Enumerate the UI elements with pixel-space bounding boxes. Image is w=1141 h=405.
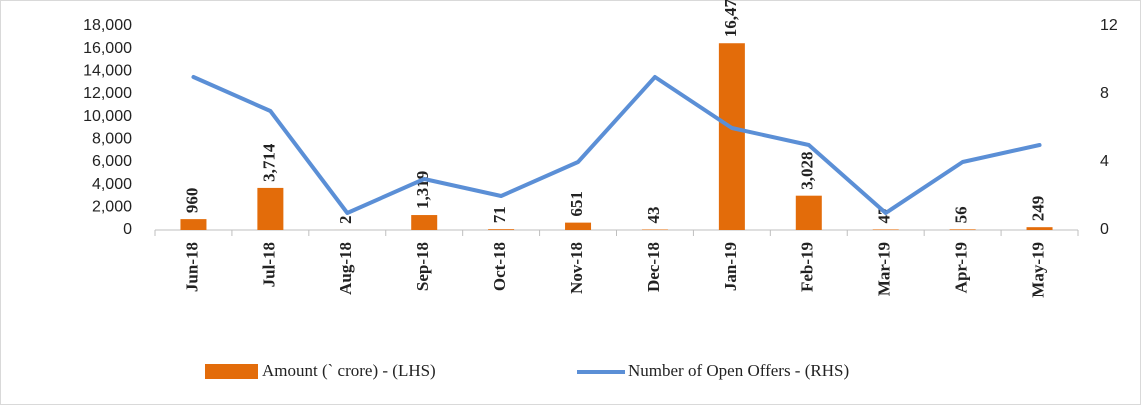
x-tick-label: Jul-18: [259, 242, 278, 287]
y-tick-label: 2,000: [92, 199, 132, 216]
data-label: 2: [336, 215, 355, 224]
x-tick-label: Feb-19: [798, 242, 817, 292]
x-tick-label: Nov-18: [567, 242, 586, 294]
data-label: 3,714: [259, 143, 278, 182]
x-tick-label: Jun-18: [182, 242, 201, 292]
line: [191, 75, 1042, 215]
data-label: 651: [567, 191, 586, 217]
bar: [488, 229, 515, 230]
x-tick-label: Oct-18: [490, 242, 509, 291]
x-tick-label: Apr-19: [952, 242, 971, 293]
data-label: 3,028: [798, 151, 817, 189]
x-tick-label: Mar-19: [875, 242, 894, 296]
y-tick-label: 18,000: [83, 17, 132, 34]
data-label: 43: [644, 207, 663, 224]
x-tick-label: Aug-18: [336, 242, 355, 295]
bar: [411, 215, 438, 230]
y-tick-label: 12,000: [83, 85, 132, 102]
bar: [180, 219, 207, 230]
legend-label: Number of Open Offers - (RHS): [628, 361, 849, 380]
y2-tick-label: 0: [1100, 221, 1109, 238]
y-tick-label: 16,000: [83, 40, 132, 57]
x-tick-label: May-19: [1028, 242, 1047, 298]
bar: [565, 222, 592, 230]
y-tick-label: 4,000: [92, 176, 132, 193]
bar: [718, 43, 745, 230]
y-tick-label: 14,000: [83, 63, 132, 80]
data-label: 249: [1028, 196, 1047, 222]
y-tick-label: 6,000: [92, 153, 132, 170]
bar: [949, 229, 976, 230]
bar: [872, 229, 899, 230]
y-tick-label: 0: [123, 221, 132, 238]
x-tick-label: Jan-19: [721, 242, 740, 291]
x-tick-label: Sep-18: [413, 242, 432, 291]
data-label: 1,319: [413, 171, 432, 209]
bar: [1026, 227, 1053, 230]
x-tick-label: Dec-18: [644, 242, 663, 292]
bar: [257, 187, 284, 230]
y2-tick-label: 8: [1100, 85, 1109, 102]
y2-tick-label: 4: [1100, 153, 1109, 170]
data-label: 960: [182, 188, 201, 214]
legend-swatch: [205, 364, 258, 379]
data-label: 16,479: [721, 0, 740, 37]
y2-tick-label: 12: [1100, 17, 1118, 34]
y-tick-label: 8,000: [92, 131, 132, 148]
data-label: 56: [952, 206, 971, 223]
y-tick-label: 10,000: [83, 108, 132, 125]
data-label: 71: [490, 206, 509, 223]
bar: [795, 195, 822, 230]
legend-label: Amount (` crore) - (LHS): [262, 361, 436, 380]
